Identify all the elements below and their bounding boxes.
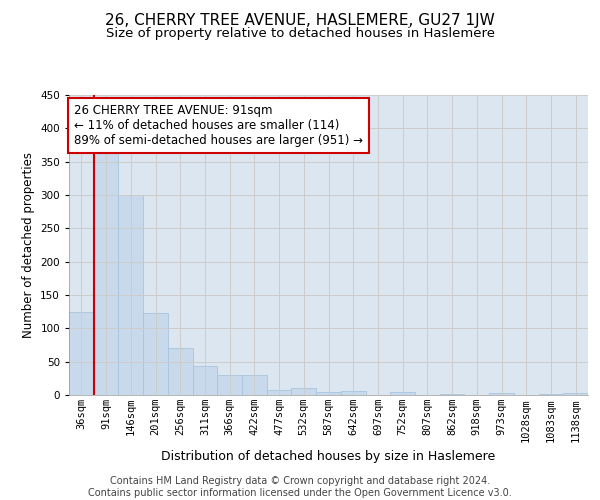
- Bar: [118, 195, 143, 395]
- Bar: [217, 375, 242, 395]
- Y-axis label: Number of detached properties: Number of detached properties: [22, 152, 35, 338]
- Bar: [69, 312, 94, 395]
- Bar: [563, 393, 588, 395]
- Bar: [489, 393, 514, 395]
- Bar: [292, 388, 316, 395]
- Text: Size of property relative to detached houses in Haslemere: Size of property relative to detached ho…: [106, 28, 494, 40]
- Bar: [94, 148, 118, 395]
- Text: 26, CHERRY TREE AVENUE, HASLEMERE, GU27 1JW: 26, CHERRY TREE AVENUE, HASLEMERE, GU27 …: [105, 12, 495, 28]
- Bar: [539, 394, 563, 395]
- Bar: [143, 313, 168, 395]
- Text: Contains HM Land Registry data © Crown copyright and database right 2024.
Contai: Contains HM Land Registry data © Crown c…: [88, 476, 512, 498]
- Bar: [341, 391, 365, 395]
- Text: 26 CHERRY TREE AVENUE: 91sqm
← 11% of detached houses are smaller (114)
89% of s: 26 CHERRY TREE AVENUE: 91sqm ← 11% of de…: [74, 104, 363, 147]
- X-axis label: Distribution of detached houses by size in Haslemere: Distribution of detached houses by size …: [161, 450, 496, 463]
- Bar: [390, 392, 415, 395]
- Bar: [267, 390, 292, 395]
- Bar: [193, 366, 217, 395]
- Bar: [242, 375, 267, 395]
- Bar: [168, 348, 193, 395]
- Bar: [316, 392, 341, 395]
- Bar: [440, 394, 464, 395]
